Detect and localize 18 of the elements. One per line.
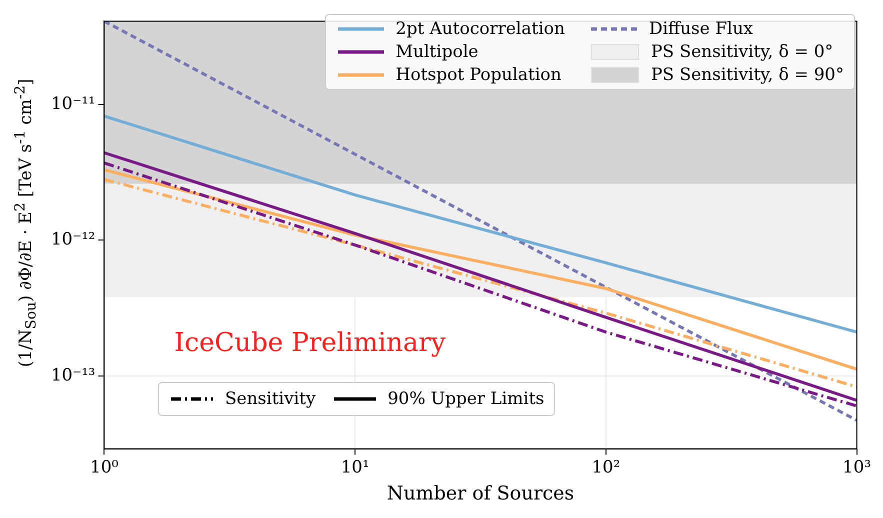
y-tick-label: 10⁻¹³ (50, 365, 96, 386)
x-tick-label: 10¹ (340, 457, 370, 478)
y-tick-label: 10⁻¹² (50, 230, 96, 250)
style-key-panel: Sensitivity 90% Upper Limits (158, 382, 556, 416)
x-tick-label: 10⁰ (90, 457, 119, 478)
band-label: PS Sensitivity, δ = 0° (650, 42, 834, 62)
x-tick-label: 10² (592, 457, 620, 478)
legend-label: 2pt Autocorrelation (396, 19, 565, 39)
x-axis-title: Number of Sources (386, 482, 574, 505)
y-tick-label: 10⁻¹¹ (50, 94, 96, 114)
legend-label: Diffuse Flux (648, 19, 754, 39)
annotation: 90% Upper Limits (388, 389, 544, 409)
annotation: IceCube Preliminary (174, 328, 446, 358)
legend-label: Hotspot Population (396, 65, 562, 85)
annotation: Sensitivity (225, 389, 316, 409)
band-label: PS Sensitivity, δ = 90° (650, 65, 844, 85)
x-tick-label: 10³ (842, 457, 872, 478)
legend-label: Multipole (396, 42, 478, 62)
